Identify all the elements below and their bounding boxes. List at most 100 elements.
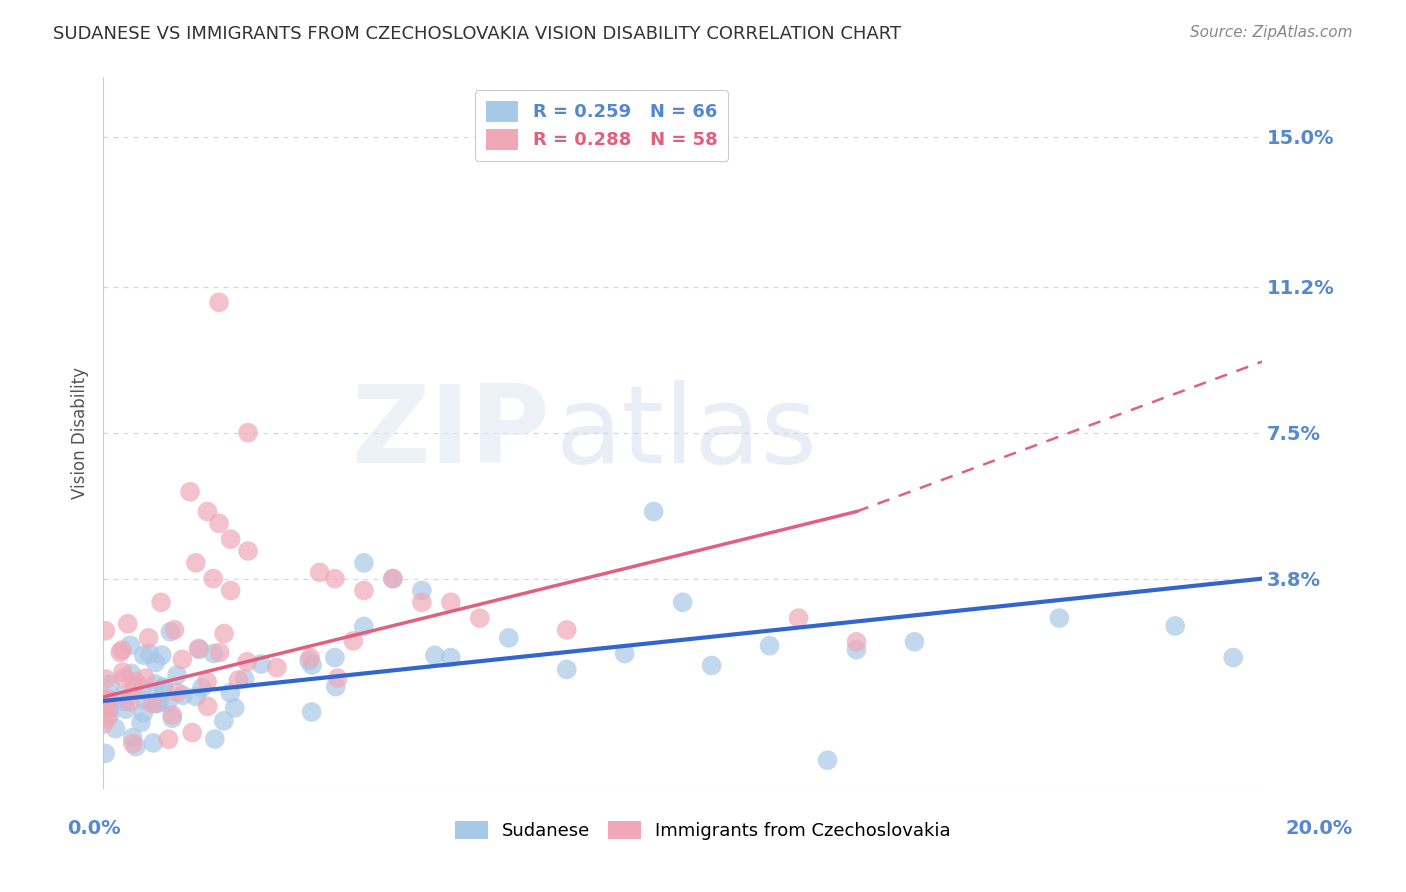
Point [381, 572, 404, 586]
Point [118, 695, 141, 709]
Point [98, 707, 121, 722]
Point [613, 647, 636, 661]
Point [188, 642, 211, 657]
Point [817, 753, 839, 767]
Legend: R = 0.259   N = 66, R = 0.288   N = 58: R = 0.259 N = 66, R = 0.288 N = 58 [475, 90, 728, 161]
Point [326, 671, 349, 685]
Point [342, 633, 364, 648]
Point [1047, 611, 1070, 625]
Point [150, 595, 173, 609]
Point [301, 658, 323, 673]
Point [150, 648, 173, 662]
Point [146, 696, 169, 710]
Point [152, 681, 174, 695]
Point [120, 666, 142, 681]
Point [204, 731, 226, 746]
Point [117, 616, 139, 631]
Point [138, 647, 160, 661]
Point [353, 556, 375, 570]
Point [134, 671, 156, 685]
Point [787, 611, 810, 625]
Point [228, 673, 250, 687]
Point [202, 572, 225, 586]
Point [115, 702, 138, 716]
Point [845, 642, 868, 657]
Point [498, 631, 520, 645]
Point [197, 504, 219, 518]
Point [166, 668, 188, 682]
Point [236, 544, 259, 558]
Point [299, 650, 322, 665]
Point [145, 656, 167, 670]
Point [145, 697, 167, 711]
Point [162, 707, 184, 722]
Point [301, 705, 323, 719]
Text: SUDANESE VS IMMIGRANTS FROM CZECHOSLOVAKIA VISION DISABILITY CORRELATION CHART: SUDANESE VS IMMIGRANTS FROM CZECHOSLOVAK… [53, 25, 901, 43]
Text: Source: ZipAtlas.com: Source: ZipAtlas.com [1189, 25, 1353, 40]
Point [156, 696, 179, 710]
Point [157, 732, 180, 747]
Point [212, 714, 235, 728]
Point [94, 747, 117, 761]
Y-axis label: Vision Disability: Vision Disability [72, 367, 89, 499]
Point [110, 645, 132, 659]
Point [236, 425, 259, 440]
Point [672, 595, 695, 609]
Point [266, 660, 288, 674]
Point [152, 680, 174, 694]
Text: atlas: atlas [555, 380, 817, 485]
Point [236, 655, 259, 669]
Point [298, 654, 321, 668]
Point [323, 572, 346, 586]
Point [250, 657, 273, 671]
Point [555, 623, 578, 637]
Point [181, 725, 204, 739]
Point [91, 692, 114, 706]
Point [129, 715, 152, 730]
Point [212, 626, 235, 640]
Point [112, 689, 135, 703]
Point [903, 634, 925, 648]
Point [202, 647, 225, 661]
Point [132, 681, 155, 695]
Text: 0.0%: 0.0% [67, 819, 121, 838]
Point [93, 717, 115, 731]
Point [208, 645, 231, 659]
Text: 20.0%: 20.0% [1285, 819, 1353, 838]
Point [233, 672, 256, 686]
Point [112, 671, 135, 685]
Point [96, 711, 118, 725]
Point [219, 686, 242, 700]
Point [423, 648, 446, 663]
Point [111, 643, 134, 657]
Point [191, 681, 214, 695]
Point [179, 484, 201, 499]
Point [219, 532, 242, 546]
Point [381, 572, 404, 586]
Point [121, 731, 143, 745]
Point [159, 624, 181, 639]
Point [125, 739, 148, 754]
Point [111, 665, 134, 680]
Legend: Sudanese, Immigrants from Czechoslovakia: Sudanese, Immigrants from Czechoslovakia [449, 814, 957, 847]
Point [353, 583, 375, 598]
Point [186, 690, 208, 704]
Point [98, 677, 121, 691]
Point [93, 698, 115, 713]
Point [224, 701, 246, 715]
Point [208, 516, 231, 531]
Point [166, 685, 188, 699]
Point [134, 693, 156, 707]
Point [353, 619, 375, 633]
Point [98, 702, 121, 716]
Point [163, 623, 186, 637]
Point [184, 556, 207, 570]
Point [142, 697, 165, 711]
Point [208, 295, 231, 310]
Point [555, 662, 578, 676]
Point [308, 566, 330, 580]
Point [94, 672, 117, 686]
Point [132, 706, 155, 720]
Point [323, 650, 346, 665]
Point [411, 595, 433, 609]
